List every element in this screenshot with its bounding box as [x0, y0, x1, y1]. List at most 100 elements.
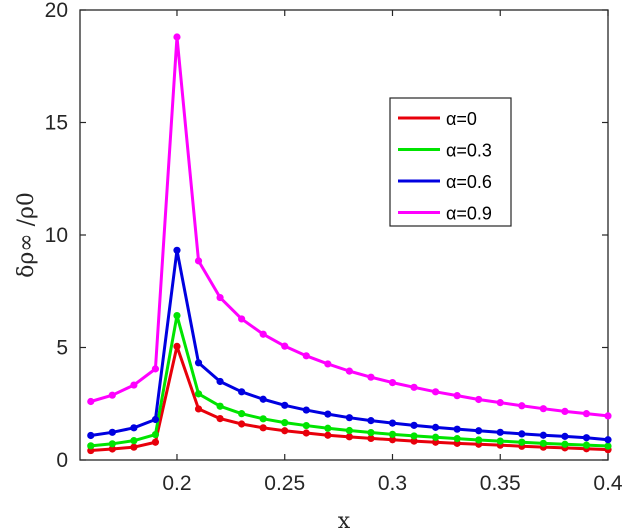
data-point [431, 388, 440, 396]
data-point [345, 367, 353, 375]
data-point [151, 430, 160, 439]
data-point [582, 434, 591, 442]
data-point [173, 246, 181, 254]
data-point [259, 330, 267, 338]
data-point [475, 427, 483, 435]
data-point [130, 381, 138, 389]
data-point [561, 407, 569, 415]
data-point [539, 439, 547, 447]
data-point [388, 379, 397, 387]
data-point [87, 442, 95, 450]
data-point [216, 377, 224, 386]
data-point [238, 410, 246, 418]
data-point [259, 415, 267, 423]
data-point [324, 424, 332, 432]
data-point [410, 383, 418, 391]
data-point [345, 414, 353, 422]
data-point [194, 359, 203, 367]
series-3 [87, 33, 612, 420]
legend-label: α=0.3 [446, 141, 492, 161]
data-point [604, 436, 612, 444]
data-point [302, 429, 310, 437]
data-point [410, 421, 418, 429]
data-point [475, 395, 483, 404]
x-tick-label: 0.35 [480, 472, 521, 495]
data-point [281, 427, 289, 435]
data-point [87, 397, 95, 406]
data-point [475, 436, 483, 444]
data-point [130, 443, 138, 451]
data-point [238, 388, 246, 396]
data-point [431, 438, 440, 446]
x-tick-label: 0.2 [162, 472, 191, 495]
data-point [281, 401, 289, 409]
data-point [388, 436, 397, 444]
data-point [216, 293, 224, 302]
y-tick-label: 10 [45, 224, 68, 247]
y-tick-label: 20 [45, 0, 68, 22]
y-axis-title: δρ∞ /ρ0 [14, 192, 39, 278]
legend-label: α=0.6 [446, 172, 492, 192]
x-tick-label: 0.3 [378, 472, 407, 495]
data-point [496, 399, 504, 407]
data-point [582, 410, 591, 418]
data-point [453, 425, 461, 433]
legend-label: α=0.9 [446, 204, 492, 224]
data-point [173, 342, 181, 350]
data-point [324, 360, 332, 368]
data-point [604, 412, 612, 420]
data-point [345, 426, 353, 435]
data-point [194, 390, 203, 398]
data-point [108, 391, 116, 399]
data-point [194, 257, 203, 265]
data-point [259, 395, 267, 403]
data-point [324, 410, 332, 418]
data-point [216, 402, 224, 410]
data-point [281, 419, 289, 427]
data-point [539, 405, 547, 413]
data-point [496, 437, 504, 445]
data-point [431, 423, 440, 431]
data-point [194, 405, 203, 413]
data-point [518, 430, 526, 438]
series-layer [87, 33, 612, 455]
data-point [431, 433, 440, 441]
data-point [173, 33, 181, 41]
data-point [259, 424, 267, 432]
y-tick-label: 0 [56, 449, 68, 472]
x-axis-label: x [338, 509, 351, 529]
data-point [367, 417, 375, 425]
data-point [302, 406, 310, 414]
data-point [281, 342, 289, 350]
data-point [604, 442, 612, 450]
data-point [130, 424, 138, 432]
data-point [345, 433, 353, 441]
data-point [582, 441, 591, 449]
data-point [216, 415, 224, 423]
y-tick-label: 5 [56, 337, 68, 360]
data-point [108, 440, 116, 448]
data-point [324, 431, 332, 439]
data-point [518, 402, 526, 410]
x-axis-title: x [338, 509, 351, 529]
data-point [238, 420, 246, 428]
data-point [496, 428, 504, 436]
x-tick-label: 0.4 [593, 472, 623, 495]
data-point [151, 415, 160, 424]
data-point [302, 352, 310, 360]
data-point [561, 440, 569, 448]
data-point [367, 434, 375, 442]
data-point [108, 445, 116, 453]
data-point [388, 419, 397, 427]
data-point [367, 428, 375, 437]
data-point [410, 437, 418, 445]
data-point [518, 438, 526, 446]
data-point [151, 438, 160, 446]
data-point [108, 428, 116, 436]
data-point [453, 435, 461, 443]
data-point [151, 365, 160, 373]
legend: α=0 α=0.3 α=0.6 α=0.9 [389, 97, 512, 227]
data-point [453, 392, 461, 400]
series-1 [87, 311, 612, 450]
